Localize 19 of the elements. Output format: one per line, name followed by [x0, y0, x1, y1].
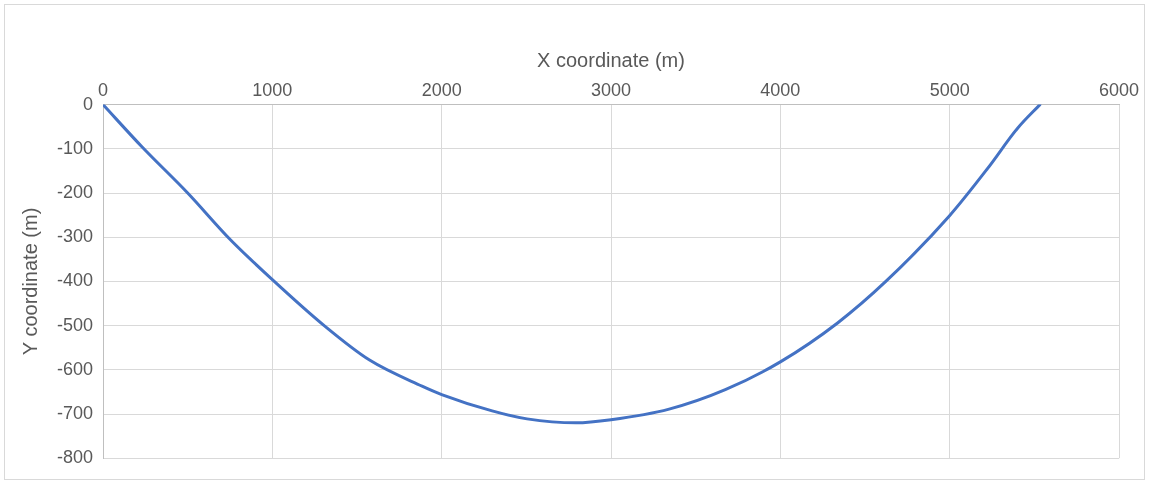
y-tick-label: -800: [57, 447, 94, 468]
x-tick-label: 1000: [252, 79, 293, 100]
y-tick-label: -100: [57, 137, 94, 158]
y-tick-label: -400: [57, 270, 94, 291]
y-tick-label: -600: [57, 358, 94, 379]
x-tick-label: 0: [98, 79, 109, 100]
y-tick-label: -500: [57, 314, 94, 335]
x-tick-label: 4000: [760, 79, 801, 100]
y-tick-label: -200: [57, 181, 94, 202]
x-tick-label: 6000: [1098, 79, 1140, 100]
y-tick-label: -300: [57, 226, 94, 247]
x-tick-label: 3000: [590, 79, 632, 100]
x-axis-title: X coordinate (m): [537, 48, 685, 71]
y-tick-label: -700: [57, 402, 94, 423]
y-tick-label: 0: [83, 93, 94, 114]
line-series: [103, 104, 1042, 425]
x-tick-label: 5000: [929, 79, 970, 100]
y-axis-title: Y coordinate (m): [18, 207, 41, 356]
x-tick-label: 2000: [421, 79, 462, 100]
